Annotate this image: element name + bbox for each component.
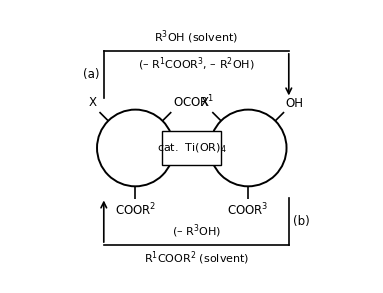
Text: cat.  Ti(OR)$_4$: cat. Ti(OR)$_4$ <box>157 141 227 155</box>
Text: (– R$^3$OH): (– R$^3$OH) <box>172 223 221 241</box>
Text: COOR$^3$: COOR$^3$ <box>228 202 269 219</box>
Text: (b): (b) <box>293 215 310 228</box>
Text: OH: OH <box>286 98 304 110</box>
Text: COOR$^2$: COOR$^2$ <box>115 202 156 219</box>
Text: R$^3$OH (solvent): R$^3$OH (solvent) <box>154 29 238 47</box>
Text: X: X <box>201 96 209 109</box>
Text: (– R$^1$COOR$^3$, – R$^2$OH): (– R$^1$COOR$^3$, – R$^2$OH) <box>138 55 255 73</box>
Bar <box>162 131 221 165</box>
Text: (a): (a) <box>83 68 99 81</box>
Text: R$^1$COOR$^2$ (solvent): R$^1$COOR$^2$ (solvent) <box>144 250 249 267</box>
Text: OCOR$^1$: OCOR$^1$ <box>173 94 214 110</box>
Text: X: X <box>88 96 96 109</box>
